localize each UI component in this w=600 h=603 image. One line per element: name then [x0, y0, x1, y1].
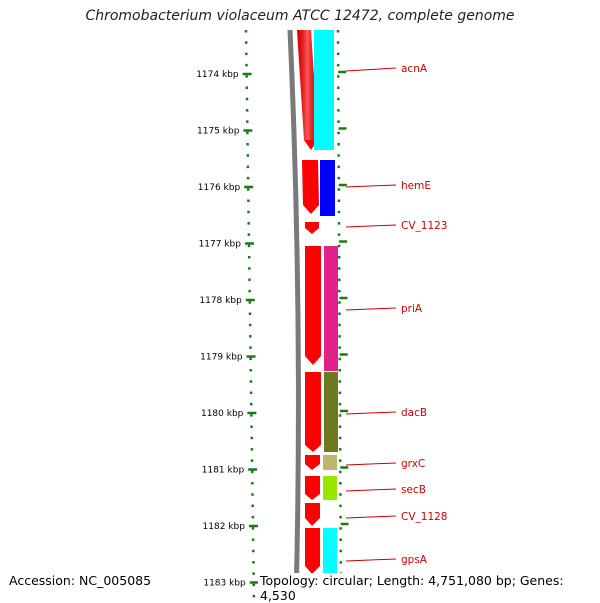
gene-block-dacb — [324, 372, 338, 452]
gene-label-leader — [345, 184, 397, 188]
gene-block-secb — [323, 476, 337, 500]
gene-label-leader — [345, 515, 397, 519]
ruler-tick-label: 1179 kbp — [200, 353, 243, 363]
ruler-dots-outer — [244, 29, 256, 600]
ruler-tick-label: 1174 kbp — [196, 70, 239, 80]
gene-label[interactable]: CV_1123 — [401, 220, 448, 232]
gene-block-acna — [314, 30, 334, 150]
gene-arrow-2 — [302, 160, 319, 214]
ruler-tick-label: 1177 kbp — [199, 240, 242, 250]
ruler-tick-label: 1176 kbp — [198, 183, 241, 193]
gene-label[interactable]: secB — [401, 484, 426, 496]
gene-label[interactable]: CV_1128 — [401, 511, 448, 523]
strand-genes — [297, 30, 321, 574]
gene-arrow-5 — [305, 372, 321, 452]
gene-arrow-6 — [305, 455, 320, 470]
gene-label[interactable]: dacB — [401, 407, 427, 419]
genome-backbone — [287, 29, 301, 600]
ruler-tick-label: 1175 kbp — [197, 127, 240, 137]
gene-label[interactable]: grxC — [401, 458, 425, 470]
gene-label[interactable]: priA — [401, 303, 423, 315]
gene-tracks: acnA hemE CV_1123 priA dacB grxC secB CV_1128gp… — [314, 30, 448, 575]
gene-block-grxc — [323, 455, 337, 470]
ruler-ticks: 1174 kbp 1175 kbp 1176 kbp 1177 kbp 1178 kbp… — [196, 70, 349, 589]
map-title: Chromobacterium violaceum ATCC 12472, co… — [85, 8, 515, 24]
gene-arrow-7 — [305, 476, 320, 500]
gene-block-gpsa — [323, 528, 337, 575]
ruler-tick-label: 1182 kbp — [203, 522, 246, 532]
gene-label-leader — [345, 558, 397, 562]
gene-label-leader — [345, 224, 397, 228]
gene-block-heme — [320, 160, 335, 216]
gene-arrow-9 — [305, 528, 320, 574]
gene-block-pria — [324, 246, 338, 371]
gene-arrow-3 — [305, 222, 319, 234]
accession-text: Accession: NC_005085 — [7, 573, 154, 588]
gene-label[interactable]: hemE — [401, 180, 431, 192]
gene-label-leader — [345, 411, 397, 415]
ruler-tick-label: 1181 kbp — [202, 466, 245, 476]
ruler-tick-label: 1180 kbp — [201, 409, 244, 419]
ruler-tick-label: 1183 kbp — [203, 579, 246, 589]
gene-label[interactable]: gpsA — [401, 554, 428, 566]
gene-label-leader — [345, 67, 397, 72]
gene-label-leader — [345, 462, 397, 466]
gene-label-leader — [345, 307, 397, 311]
gene-arrow-8 — [305, 503, 320, 526]
gene-label[interactable]: acnA — [401, 63, 428, 75]
gene-arrow-4 — [305, 246, 321, 365]
topology-text: Topology: circular; Length: 4,751,080 bp… — [258, 573, 600, 603]
ruler-tick-label: 1178 kbp — [199, 296, 242, 306]
ruler-dots-inner — [336, 29, 343, 600]
gene-label-leader — [345, 488, 397, 492]
